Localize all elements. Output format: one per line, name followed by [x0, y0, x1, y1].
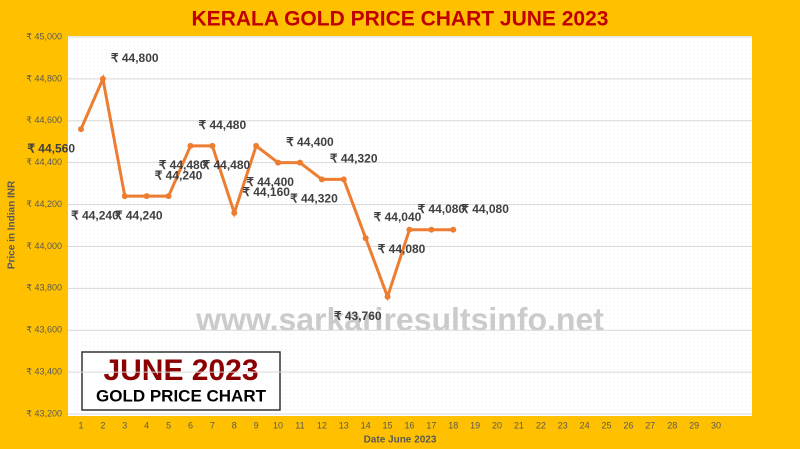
badge-subtitle: GOLD PRICE CHART: [96, 386, 267, 405]
x-tick-label: 3: [122, 420, 127, 430]
y-tick-label: ₹ 43,200: [26, 408, 62, 418]
x-tick-label: 29: [689, 420, 699, 430]
point: [143, 193, 150, 200]
data-label: ₹ 44,040: [374, 210, 422, 224]
x-tick-label: 8: [232, 420, 237, 430]
x-tick-label: 27: [645, 420, 655, 430]
data-label: ₹ 43,760: [334, 309, 382, 323]
data-label: ₹ 44,560: [27, 141, 75, 155]
y-axis-label: Price in Indian INR: [7, 180, 18, 269]
point: [187, 142, 194, 149]
data-label: ₹ 44,240: [71, 208, 119, 222]
x-tick-label: 5: [166, 420, 171, 430]
chart-title: KERALA GOLD PRICE CHART JUNE 2023: [192, 8, 609, 31]
data-label: ₹ 44,480: [203, 158, 251, 172]
x-tick-label: 13: [339, 420, 349, 430]
badge: [81, 351, 281, 411]
data-label: ₹ 44,320: [330, 152, 378, 166]
data-label: ₹ 44,400: [246, 175, 294, 189]
data-label: ₹ 44,800: [111, 51, 159, 65]
point: [231, 209, 238, 216]
x-tick-label: 15: [383, 420, 393, 430]
data-label: ₹ 44,480: [198, 118, 246, 132]
y-tick-label: ₹ 43,800: [26, 283, 62, 293]
point: [253, 142, 260, 149]
data-label: ₹ 44,240: [155, 168, 203, 182]
point: [165, 193, 172, 200]
y-tick-label: ₹ 44,200: [26, 199, 62, 209]
point: [209, 142, 216, 149]
x-tick-label: 11: [295, 420, 304, 430]
x-tick-label: 14: [361, 420, 371, 430]
y-tick-label: ₹ 44,600: [26, 115, 62, 125]
watermark: www.sarkariresultsinfo.net: [195, 301, 604, 337]
x-tick-label: 26: [623, 420, 633, 430]
data-label: ₹ 44,400: [286, 135, 334, 149]
point: [428, 226, 435, 233]
point: [340, 176, 347, 183]
x-tick-label: 28: [667, 420, 677, 430]
x-tick-label: 1: [78, 420, 83, 430]
point: [99, 75, 106, 82]
y-tick-label: ₹ 44,400: [26, 157, 62, 167]
x-tick-label: 12: [317, 420, 327, 430]
data-label: ₹ 44,080: [461, 202, 509, 216]
x-tick-label: 10: [273, 420, 283, 430]
point: [296, 159, 303, 166]
x-tick-label: 25: [602, 420, 612, 430]
point: [78, 126, 84, 133]
x-tick-label: 2: [100, 420, 105, 430]
y-tick-label: ₹ 44,800: [26, 73, 62, 83]
x-tick-label: 19: [470, 420, 480, 430]
y-tick-label: ₹ 43,600: [26, 325, 62, 335]
x-tick-label: 22: [536, 420, 546, 430]
point: [362, 235, 369, 242]
line: [79, 73, 454, 302]
data-label: ₹ 44,480: [159, 158, 207, 172]
x-tick-label: 18: [448, 420, 458, 430]
x-tick-label: 20: [492, 420, 502, 430]
x-tick-label: 23: [558, 420, 568, 430]
y-tick-label: ₹ 43,400: [26, 366, 62, 376]
x-tick-label: 16: [404, 420, 414, 430]
y-tick-label: ₹ 44,000: [26, 241, 62, 251]
data-label: ₹ 44,240: [115, 208, 163, 222]
data-label: ₹ 44,320: [290, 192, 338, 206]
x-tick-label: 6: [188, 420, 193, 430]
data-label: ₹ 44,080: [378, 242, 426, 256]
x-tick-label: 24: [580, 420, 590, 430]
x-tick-label: 4: [144, 420, 149, 430]
point: [406, 226, 413, 233]
point: [384, 293, 391, 300]
point: [275, 159, 282, 166]
point: [450, 226, 457, 233]
x-axis-label: Date June 2023: [364, 435, 437, 446]
x-tick-label: 30: [711, 420, 721, 430]
x-tick-label: 17: [426, 420, 436, 430]
data-label: ₹ 44,160: [242, 185, 290, 199]
x-tick-label: 7: [210, 420, 215, 430]
point: [318, 176, 325, 183]
point: [121, 193, 128, 200]
badge-title: JUNE 2023: [103, 354, 258, 387]
x-tick-label: 9: [254, 420, 259, 430]
x-tick-label: 21: [514, 420, 524, 430]
y-tick-label: ₹ 45,000: [26, 31, 62, 41]
data-label: ₹ 44,080: [417, 202, 465, 216]
